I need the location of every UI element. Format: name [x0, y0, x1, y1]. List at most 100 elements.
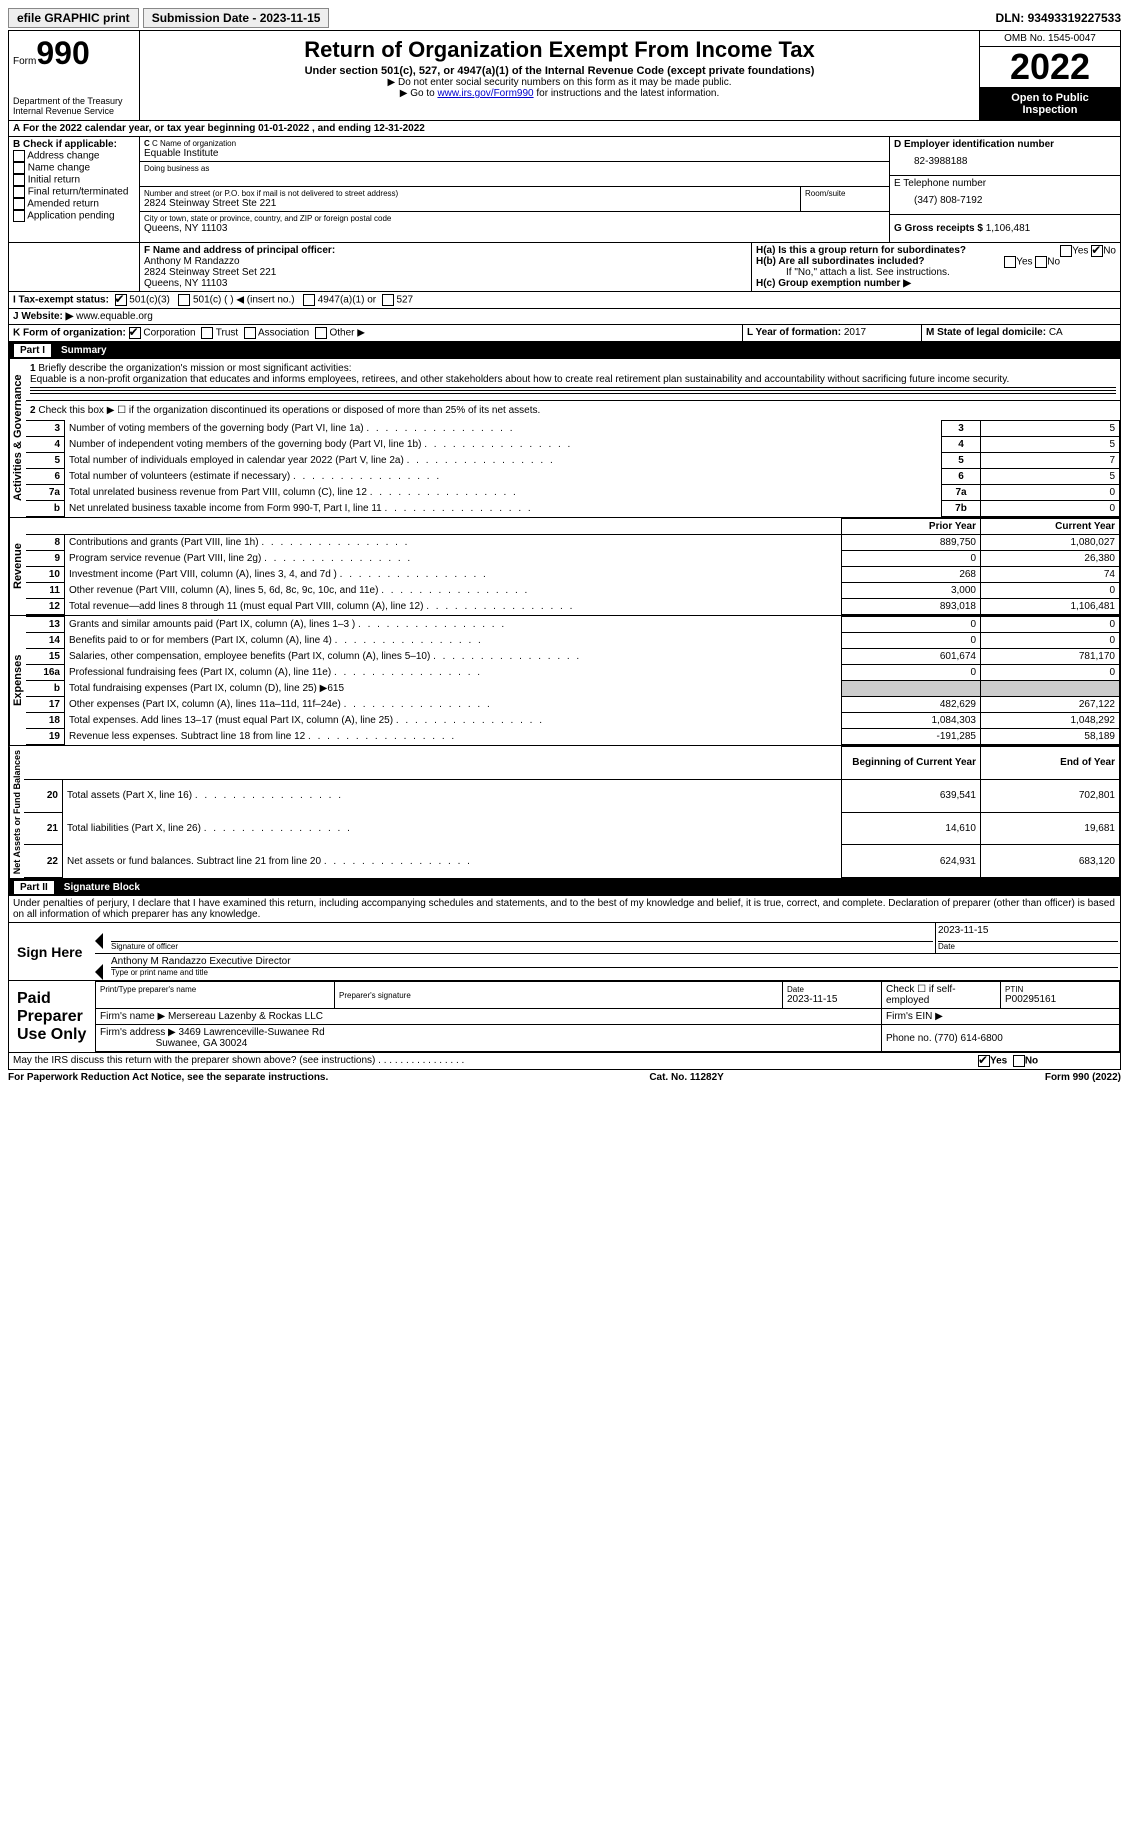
- table-row: 12Total revenue—add lines 8 through 11 (…: [26, 599, 1120, 615]
- section-d-e-g: D Employer identification number 82-3988…: [890, 137, 1120, 242]
- table-row: 19Revenue less expenses. Subtract line 1…: [26, 729, 1120, 745]
- checkbox[interactable]: [13, 150, 25, 162]
- table-row: 17Other expenses (Part IX, column (A), l…: [26, 697, 1120, 713]
- dln-label: DLN:: [996, 11, 1025, 25]
- state-domicile: CA: [1049, 327, 1063, 338]
- checkbox[interactable]: [13, 162, 25, 174]
- firm-name: Mersereau Lazenby & Rockas LLC: [168, 1011, 323, 1022]
- yes-label2: Yes: [1016, 257, 1032, 268]
- checkbox[interactable]: [13, 174, 25, 186]
- check-option: Application pending: [13, 210, 135, 222]
- other-checkbox[interactable]: [315, 327, 327, 339]
- form-ref: Form 990 (2022): [1045, 1072, 1121, 1083]
- part2-label: Part II: [14, 881, 54, 894]
- m-label: M State of legal domicile:: [926, 327, 1046, 338]
- netassets-table: Beginning of Current YearEnd of Year20To…: [24, 746, 1120, 878]
- trust-checkbox[interactable]: [201, 327, 213, 339]
- hb-no-checkbox[interactable]: [1035, 256, 1047, 268]
- check-option: Name change: [13, 162, 135, 174]
- label-a: A: [13, 123, 20, 134]
- part2-header: Part II Signature Block: [8, 879, 1121, 896]
- governance-tab: Activities & Governance: [9, 359, 26, 517]
- hb-yes-checkbox[interactable]: [1004, 256, 1016, 268]
- ha-no-checkbox[interactable]: [1091, 245, 1103, 257]
- 4947-checkbox[interactable]: [303, 294, 315, 306]
- c-label: C C Name of organization: [144, 139, 885, 148]
- table-row: 5 Total number of individuals employed i…: [26, 453, 1120, 469]
- part1-label: Part I: [14, 344, 51, 357]
- officer-addr2: Queens, NY 11103: [144, 278, 747, 289]
- h-note: If "No," attach a list. See instructions…: [756, 267, 1116, 278]
- part1-title: Summary: [61, 345, 107, 356]
- 527-checkbox[interactable]: [382, 294, 394, 306]
- discuss-yes-checkbox[interactable]: [978, 1055, 990, 1067]
- assoc-checkbox[interactable]: [244, 327, 256, 339]
- l-label: L Year of formation:: [747, 327, 841, 338]
- website-row: J Website: ▶ www.equable.org: [8, 309, 1121, 325]
- firm-addr2: Suwanee, GA 30024: [156, 1038, 248, 1049]
- page-footer: For Paperwork Reduction Act Notice, see …: [8, 1070, 1121, 1083]
- officer-name-title: Anthony M Randazzo Executive Director: [111, 956, 1118, 968]
- corp-checkbox[interactable]: [129, 327, 141, 339]
- table-row: 21Total liabilities (Part X, line 26) 14…: [24, 812, 1120, 845]
- date-label: Date: [938, 942, 1118, 951]
- opt-4947: 4947(a)(1) or: [318, 295, 376, 306]
- header-left: Form990 Department of the Treasury Inter…: [9, 31, 140, 120]
- efile-button[interactable]: efile GRAPHIC print: [8, 8, 139, 28]
- table-header: Beginning of Current YearEnd of Year: [24, 747, 1120, 780]
- omb-number: OMB No. 1545-0047: [980, 31, 1120, 47]
- check-option: Amended return: [13, 198, 135, 210]
- table-row: 14Benefits paid to or for members (Part …: [26, 633, 1120, 649]
- discuss-no-checkbox[interactable]: [1013, 1055, 1025, 1067]
- expenses-table: 13Grants and similar amounts paid (Part …: [26, 616, 1120, 745]
- city-label: City or town, state or province, country…: [144, 214, 885, 223]
- netassets-tab: Net Assets or Fund Balances: [9, 746, 24, 878]
- form-title: Return of Organization Exempt From Incom…: [148, 37, 971, 63]
- type-name-label: Type or print name and title: [111, 968, 1118, 977]
- pra-notice: For Paperwork Reduction Act Notice, see …: [8, 1072, 328, 1083]
- discuss-no: No: [1025, 1056, 1038, 1067]
- firm-name-label: Firm's name ▶: [100, 1011, 165, 1022]
- addr-label: Number and street (or P.O. box if mail i…: [144, 189, 796, 198]
- revenue-table: Prior YearCurrent Year8Contributions and…: [26, 518, 1120, 615]
- section-c: C C Name of organization Equable Institu…: [140, 137, 890, 242]
- f-label: F Name and address of principal officer:: [144, 245, 747, 256]
- top-bar: efile GRAPHIC print Submission Date - 20…: [8, 8, 1121, 28]
- line2: 2 Check this box ▶ ☐ if the organization…: [26, 401, 1120, 420]
- table-row: 22Net assets or fund balances. Subtract …: [24, 845, 1120, 878]
- cal-year: A For the 2022 calendar year, or tax yea…: [9, 121, 429, 136]
- prep-date-label: Date: [787, 985, 877, 994]
- checkbox[interactable]: [13, 198, 25, 210]
- expenses-tab: Expenses: [9, 616, 26, 745]
- form-number: 990: [36, 35, 89, 71]
- street-address: 2824 Steinway Street Ste 221: [144, 198, 796, 209]
- netassets-block: Net Assets or Fund Balances Beginning of…: [8, 746, 1121, 879]
- ha-yes-checkbox[interactable]: [1060, 245, 1072, 257]
- cat-number: Cat. No. 11282Y: [649, 1072, 723, 1083]
- check-option: Initial return: [13, 174, 135, 186]
- irs-label: Internal Revenue Service: [13, 106, 135, 116]
- checkbox[interactable]: [13, 210, 25, 222]
- firm-phone-label: Phone no.: [886, 1033, 932, 1044]
- expenses-block: Expenses 13Grants and similar amounts pa…: [8, 616, 1121, 746]
- 501c3-checkbox[interactable]: [115, 294, 127, 306]
- checkbox[interactable]: [13, 186, 25, 198]
- form-header: Form990 Department of the Treasury Inter…: [8, 30, 1121, 121]
- paid-preparer-block: Paid Preparer Use Only Print/Type prepar…: [8, 981, 1121, 1053]
- table-row: 7a Total unrelated business revenue from…: [26, 485, 1120, 501]
- table-row: 8Contributions and grants (Part VIII, li…: [26, 535, 1120, 551]
- website-value: www.equable.org: [76, 311, 153, 322]
- opt-501c: 501(c) ( ) ◀ (insert no.): [193, 295, 295, 306]
- ptin-value: P00295161: [1005, 994, 1115, 1005]
- 501c-checkbox[interactable]: [178, 294, 190, 306]
- table-row: 13Grants and similar amounts paid (Part …: [26, 617, 1120, 633]
- jurat-text: Under penalties of perjury, I declare th…: [8, 896, 1121, 923]
- submission-date: Submission Date - 2023-11-15: [143, 8, 330, 28]
- paid-preparer-label: Paid Preparer Use Only: [9, 981, 95, 1052]
- opt-assoc: Association: [258, 328, 309, 339]
- ha-label: H(a) Is this a group return for subordin…: [756, 245, 966, 256]
- section-h: H(a) Is this a group return for subordin…: [752, 243, 1120, 291]
- irs-link[interactable]: www.irs.gov/Form990: [437, 88, 533, 99]
- j-label: J Website: ▶: [13, 311, 73, 322]
- sign-here-block: Sign Here Signature of officer 2023-11-1…: [8, 923, 1121, 981]
